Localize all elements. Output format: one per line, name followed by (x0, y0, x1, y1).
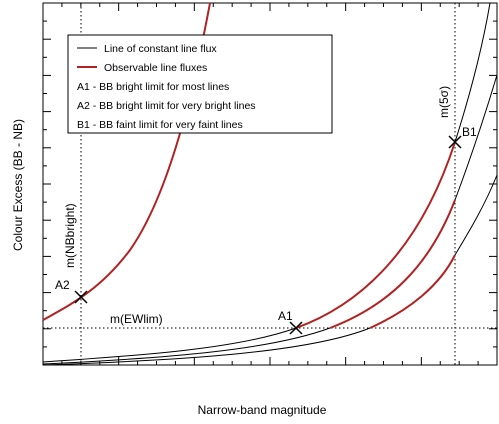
legend-entry: B1 - BB faint limit for very faint lines (77, 119, 243, 131)
flux-curve (454, 74, 498, 201)
annotation: m(NBbright) (63, 203, 77, 268)
observable-curve (369, 254, 456, 329)
legend: Line of constant line flux Observable li… (67, 34, 333, 134)
y-axis-label: Colour Excess (BB - NB) (11, 119, 25, 251)
annotation: B1 (462, 125, 477, 139)
legend-entry: A2 - BB bright limit for very bright lin… (77, 100, 256, 112)
annotation: m(5σ) (437, 86, 451, 118)
flux-curve (454, 174, 498, 256)
annotation: A2 (55, 278, 70, 292)
flux-curve (454, 2, 491, 143)
legend-entry: Line of constant line flux (104, 43, 217, 55)
legend-entry: Observable line fluxes (104, 62, 207, 74)
flux-curve (42, 327, 371, 366)
cross-a2 (74, 290, 88, 304)
annotation: A1 (278, 309, 293, 323)
flux-curve (42, 327, 331, 365)
ticks (42, 2, 498, 366)
cross-a1 (289, 321, 303, 335)
legend-box (67, 34, 333, 134)
x-axis-label: Narrow-band magnitude (198, 403, 327, 417)
legend-entry: A1 - BB bright limit for most lines (77, 81, 229, 93)
observable-curve (329, 199, 456, 329)
cross-b1 (448, 135, 462, 149)
observable-curve (295, 141, 456, 329)
annotation: m(EWlim) (110, 312, 163, 326)
flux-curve (42, 327, 297, 363)
